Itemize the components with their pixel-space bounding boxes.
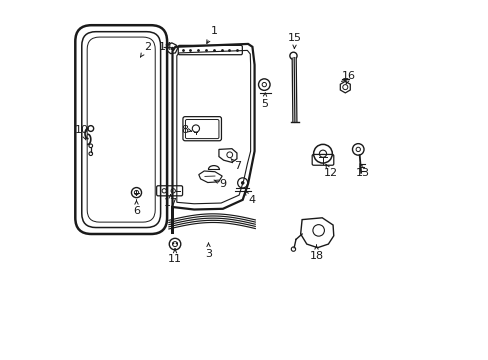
Circle shape	[172, 242, 174, 244]
Text: 4: 4	[244, 192, 255, 205]
Text: 7: 7	[230, 158, 241, 171]
Text: 2: 2	[140, 42, 151, 57]
Text: 9: 9	[214, 179, 226, 189]
Text: 13: 13	[356, 164, 369, 178]
Text: 14: 14	[159, 42, 173, 52]
Text: 8: 8	[181, 125, 191, 135]
Text: 10: 10	[75, 125, 89, 140]
Text: 3: 3	[204, 243, 212, 259]
Circle shape	[170, 47, 174, 50]
Text: 6: 6	[133, 200, 140, 216]
Text: 15: 15	[287, 33, 301, 49]
Text: 16: 16	[341, 71, 355, 84]
Text: 18: 18	[309, 245, 323, 261]
Text: 11: 11	[168, 249, 182, 264]
Text: 1: 1	[206, 26, 217, 44]
Text: 12: 12	[323, 165, 337, 178]
Circle shape	[241, 181, 244, 185]
Text: 5: 5	[260, 93, 267, 109]
Circle shape	[175, 242, 178, 244]
Text: 17: 17	[163, 195, 178, 208]
